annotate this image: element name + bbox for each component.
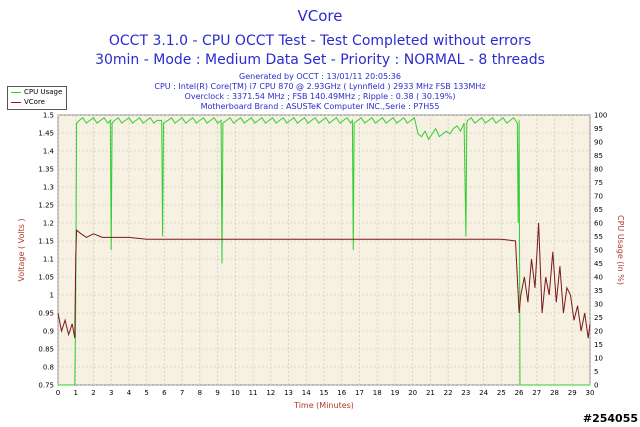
legend-vcore: VCore — [8, 97, 66, 107]
y-left-tick-label: 1.4 — [43, 148, 55, 156]
y-right-tick-label: 0 — [594, 382, 598, 390]
y-left-axis-label: Voltage ( Volts ) — [17, 218, 26, 281]
x-tick-label: 9 — [215, 389, 219, 397]
x-tick-label: 0 — [56, 389, 60, 397]
info-motherboard: Motherboard Brand : ASUSTeK Computer INC… — [200, 102, 440, 111]
x-tick-label: 6 — [162, 389, 167, 397]
chart-legend: CPU Usage VCore — [7, 86, 67, 110]
x-tick-label: 5 — [144, 389, 148, 397]
y-left-tick-label: 0.8 — [43, 364, 54, 372]
x-tick-label: 17 — [355, 389, 364, 397]
x-tick-label: 15 — [320, 389, 329, 397]
y-left-tick-label: 0.75 — [38, 382, 54, 390]
y-left-tick-label: 1.35 — [38, 166, 54, 174]
x-tick-label: 28 — [550, 389, 559, 397]
watermark: #254055 — [582, 412, 638, 425]
info-cpu: CPU : Intel(R) Core(TM) i7 CPU 870 @ 2.9… — [154, 82, 486, 91]
y-right-tick-label: 10 — [594, 355, 603, 363]
x-tick-label: 13 — [284, 389, 293, 397]
y-right-tick-label: 55 — [594, 233, 603, 241]
x-tick-label: 22 — [444, 389, 453, 397]
x-tick-label: 25 — [497, 389, 506, 397]
y-right-tick-label: 20 — [594, 328, 603, 336]
y-right-tick-label: 90 — [594, 139, 603, 147]
x-tick-label: 14 — [302, 389, 311, 397]
y-left-tick-label: 1.05 — [38, 274, 54, 282]
chart-subtitle-1: OCCT 3.1.0 - CPU OCCT Test - Test Comple… — [108, 33, 532, 49]
x-tick-label: 29 — [568, 389, 577, 397]
info-overclock: Overclock : 3371.54 MHz ; FSB 140.49MHz … — [184, 92, 456, 101]
x-tick-label: 1 — [73, 389, 77, 397]
x-tick-label: 3 — [109, 389, 113, 397]
x-tick-label: 26 — [515, 389, 524, 397]
x-tick-label: 20 — [408, 389, 417, 397]
y-left-tick-label: 0.95 — [38, 310, 54, 318]
y-left-tick-label: 0.9 — [43, 328, 54, 336]
y-left-tick-label: 1.15 — [38, 238, 54, 246]
x-tick-label: 18 — [373, 389, 382, 397]
y-left-tick-label: 1.3 — [43, 184, 54, 192]
x-tick-label: 4 — [127, 389, 132, 397]
y-right-tick-label: 50 — [594, 247, 603, 255]
y-right-tick-label: 25 — [594, 314, 603, 322]
series-cpu-usage — [58, 116, 590, 386]
legend-cpu-usage: CPU Usage — [8, 87, 66, 97]
y-left-tick-label: 1.2 — [43, 220, 54, 228]
x-tick-label: 23 — [461, 389, 470, 397]
info-generated: Generated by OCCT : 13/01/11 20:05:36 — [239, 72, 401, 81]
y-right-tick-label: 95 — [594, 125, 603, 133]
x-axis-label: Time (Minutes) — [293, 401, 354, 410]
y-left-tick-label: 1.45 — [38, 130, 54, 138]
y-left-tick-label: 1.5 — [43, 112, 54, 120]
x-tick-label: 10 — [231, 389, 240, 397]
x-tick-label: 8 — [198, 389, 202, 397]
x-tick-label: 7 — [180, 389, 184, 397]
y-right-tick-label: 5 — [594, 368, 598, 376]
y-right-tick-label: 40 — [594, 274, 603, 282]
y-right-tick-label: 30 — [594, 301, 603, 309]
y-right-tick-label: 70 — [594, 193, 603, 201]
series-vcore — [57, 222, 591, 339]
x-tick-label: 16 — [337, 389, 346, 397]
y-right-tick-label: 80 — [594, 166, 603, 174]
x-tick-label: 19 — [390, 389, 399, 397]
y-left-tick-label: 0.85 — [38, 346, 54, 354]
x-tick-label: 11 — [249, 389, 258, 397]
y-left-tick-label: 1.1 — [43, 256, 54, 264]
y-right-tick-label: 100 — [594, 112, 607, 120]
x-tick-label: 21 — [426, 389, 435, 397]
y-right-tick-label: 60 — [594, 220, 603, 228]
y-left-tick-label: 1 — [50, 292, 54, 300]
y-right-tick-label: 75 — [594, 179, 603, 187]
x-tick-label: 30 — [586, 389, 595, 397]
y-left-tick-label: 1.25 — [38, 202, 54, 210]
x-tick-label: 27 — [532, 389, 541, 397]
x-tick-label: 12 — [266, 389, 275, 397]
y-right-tick-label: 85 — [594, 152, 603, 160]
y-right-axis-label: CPU Usage (in %) — [616, 215, 625, 285]
x-tick-label: 2 — [91, 389, 95, 397]
chart-subtitle-2: 30min - Mode : Medium Data Set - Priorit… — [95, 52, 545, 68]
x-tick-label: 24 — [479, 389, 488, 397]
y-right-tick-label: 15 — [594, 341, 603, 349]
y-right-tick-label: 65 — [594, 206, 603, 214]
chart-title: VCore — [297, 7, 343, 25]
y-right-tick-label: 35 — [594, 287, 603, 295]
y-right-tick-label: 45 — [594, 260, 603, 268]
